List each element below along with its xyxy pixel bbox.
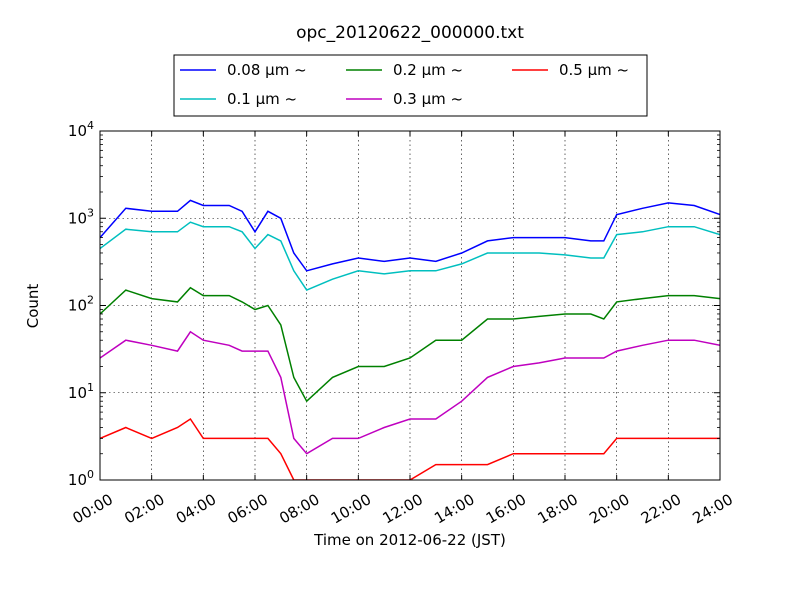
y-tick-label: 101 [68,381,94,402]
x-tick-label: 10:00 [328,490,374,527]
legend-box [173,54,648,117]
y-tick-label: 104 [68,119,94,140]
x-tick-labels: 00:00 02:00 04:00 06:00 08:00 10:00 12:00 14:00… [70,490,736,527]
x-tick-label: 14:00 [431,490,477,527]
x-tick-label: 04:00 [173,490,219,527]
legend-label: 0.5 μm ~ [559,61,629,79]
y-tick-labels: 100 101 102 103 104 [68,119,94,489]
y-tick-label: 100 [68,468,94,489]
series-line [100,286,720,403]
x-tick-label: 22:00 [638,490,684,527]
x-tick-label: 08:00 [276,490,322,527]
x-tick-label: 16:00 [483,490,529,527]
plot-background [100,131,720,480]
y-axis-label: Count [24,284,42,329]
legend: 0.08 μm ~ 0.1 μm ~ 0.2 μm ~ 0.3 μm ~ 0.5 μm … [173,54,648,117]
x-tick-label: 00:00 [70,490,116,527]
chart-title: opc_20120622_000000.txt [296,23,524,43]
y-tick-label: 103 [68,206,94,227]
x-tick-label: 12:00 [380,490,426,527]
plot-area [99,130,721,481]
legend-label: 0.08 μm ~ [227,61,307,79]
x-tick-label: 24:00 [690,490,736,527]
ticks [99,130,721,481]
x-tick-label: 06:00 [225,490,271,527]
x-axis-label: Time on 2012-06-22 (JST) [313,531,506,549]
series-line [100,330,720,455]
y-tick-label: 102 [68,294,94,315]
legend-label: 0.1 μm ~ [227,90,297,108]
series-line [100,417,720,480]
legend-label: 0.2 μm ~ [393,61,463,79]
x-tick-label: 18:00 [535,490,581,527]
series-layer [100,199,720,480]
x-tick-label: 02:00 [121,490,167,527]
x-tick-label: 20:00 [586,490,632,527]
series-line [100,199,720,272]
series-line [100,221,720,292]
legend-label: 0.3 μm ~ [393,90,463,108]
